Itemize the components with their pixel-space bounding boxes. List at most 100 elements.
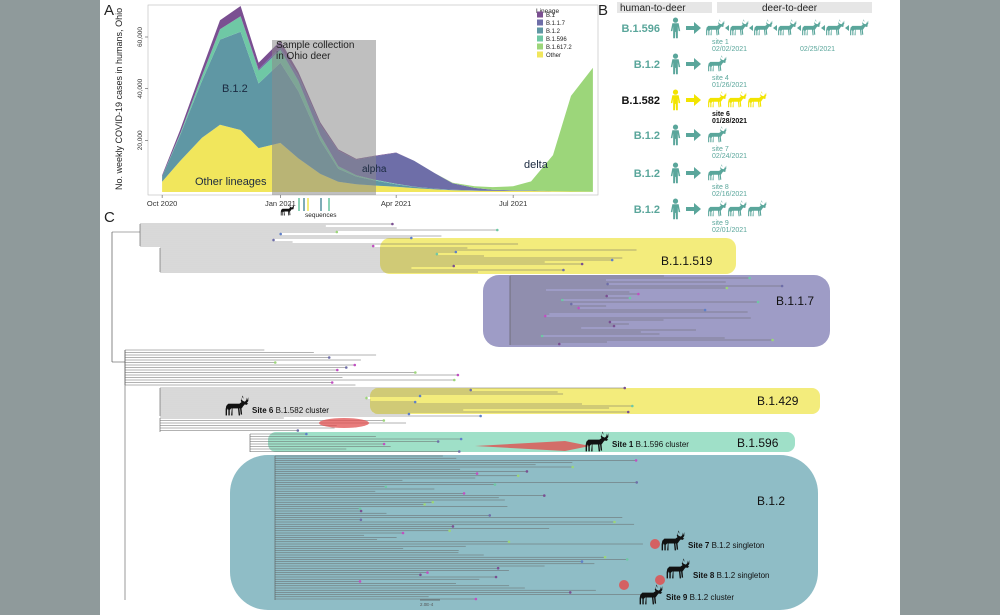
tree-tip [407,412,411,416]
tree-tip [448,529,451,533]
deer-icon [708,164,727,181]
deer-icon [708,55,727,72]
tree-tip [748,276,751,280]
header-human-to-deer: human-to-deer [620,3,686,14]
y-tick-label: 40,000 [137,78,144,98]
tree-tip [401,531,405,535]
date-label: 02/01/2021 [712,227,747,234]
tree-tip [577,306,580,310]
transmission-panel: human-to-deer deer-to-deer B.1.596 site 1… [617,2,872,234]
arrow-icon [797,25,801,31]
clade-label-b12: B.1.2 [757,494,785,508]
tree-tip [543,314,547,318]
x-tick-label: Jan 2021 [265,199,296,208]
arrow-icon [686,22,701,34]
deer-icon [706,19,725,36]
tree-tip [580,560,584,563]
site9-label: Site 9 B.1.2 cluster [666,593,734,602]
legend-item: B.1.1.7 [546,21,566,27]
tree-tip [452,378,456,382]
x-tick-label: Jul 2021 [499,199,527,208]
tree-tip [273,361,277,364]
tree-tip [474,597,478,601]
clade-box-b11519 [380,238,736,274]
tree-tip [628,296,632,300]
tree-tip [525,470,529,473]
area-b-1-596 [162,16,593,192]
tree-tip [457,450,461,453]
site1-label: Site 1 B.1.596 cluster [612,440,689,449]
legend-swatch [537,51,543,58]
tree-tip [272,238,275,242]
tree-tip [605,294,608,298]
tree-tip [365,396,368,400]
phylogenetic-tree: B.1.1.519 B.1.1.7 B.1.429 B.1.596 B.1.2 … [111,222,830,610]
area-layers [162,6,593,192]
site-label: site 1 [712,39,729,46]
tree-tip [456,373,460,377]
arrow-icon [686,167,701,179]
date-label: 02/25/2021 [800,46,835,53]
tree-tip [610,258,614,262]
tree-tip [516,474,520,478]
x-tick-label: Oct 2020 [147,199,177,208]
site-label: site 6 [712,111,730,118]
legend-swatch [537,35,543,42]
tree-tip [475,472,479,475]
lineage-label: B.1.596 [621,23,660,35]
y-axis-label: No. weekly COVID-19 cases in humans, Ohi… [114,8,124,190]
date-label: 01/26/2021 [712,82,747,89]
tree-tip [371,244,375,248]
tree-tip [613,520,616,524]
tree-tip [454,250,458,254]
tree-tip [358,580,362,583]
tree-tip [625,558,629,561]
legend-item: B.1.617.2 [546,45,572,51]
tree-tip [279,232,282,236]
site-label: site 9 [712,220,729,227]
tree-tip [569,302,573,306]
tree-tip [562,268,565,272]
tree-tip [780,284,784,288]
deer-icon [802,19,821,36]
tree-tip [606,282,609,286]
site1-cluster-highlight [475,441,590,451]
sequence-markers: sequences [280,198,337,219]
y-axis-ticks: 20,000 40,000 60,000 [137,27,148,150]
area-b-1-1-7 [162,16,593,192]
arrow-icon [725,25,729,31]
figure-panel: A 20,000 40,000 60,000 Oct 2020 Jan 2021 Apr… [100,0,900,615]
tree-tip [452,264,456,268]
tree-tip [382,419,386,422]
deer-icon [708,200,727,217]
sequences-label: sequences [305,212,337,219]
header-human-bg [617,2,712,13]
tree-tip [612,324,616,328]
clade-label-b117: B.1.1.7 [776,294,814,308]
x-tick-label: Apr 2021 [381,199,411,208]
tree-tip [335,368,339,372]
deer-icon [850,19,869,36]
site7-highlight [650,539,660,549]
area-b-1-617-2 [162,6,593,192]
tree-tip [419,573,422,577]
site8-highlight [655,575,665,585]
tree-tip [568,591,572,594]
clade-label-b11519: B.1.1.519 [661,254,713,268]
transmission-row: B.1.596 site 102/02/2021 02/25/2021 [621,17,869,53]
annotation-b12: B.1.2 [222,83,248,95]
legend-swatch [537,43,543,50]
panel-c-letter: C [104,209,115,226]
y-tick-label: 20,000 [137,130,144,150]
figure-svg: A 20,000 40,000 60,000 Oct 2020 Jan 2021 Apr… [104,2,872,610]
deer-icon [778,19,797,36]
arrow-icon [821,25,825,31]
deer-icon [708,91,727,108]
legend-item: B.1 [546,13,556,19]
deer-icon [730,19,749,36]
header-deer-bg [717,2,872,13]
annotation-delta: delta [524,159,549,171]
tree-tip [494,575,498,579]
arrow-icon [773,25,777,31]
panel-b-letter: B [598,2,608,19]
